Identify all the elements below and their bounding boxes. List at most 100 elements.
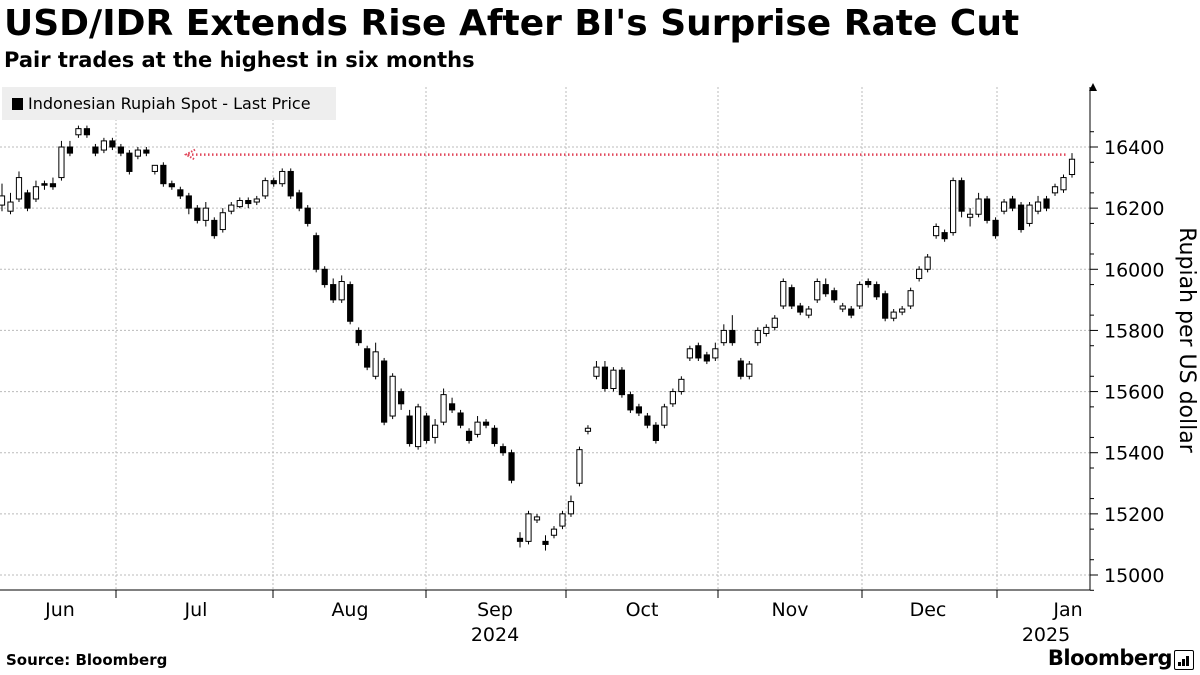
candle-down xyxy=(516,537,524,542)
candle-down xyxy=(330,284,337,301)
candle-up xyxy=(15,177,23,200)
y-tick-label: 15000 xyxy=(1104,565,1164,587)
candles xyxy=(0,125,1076,551)
candle-up xyxy=(856,284,863,307)
legend: Indonesian Rupiah Spot - Last Price xyxy=(2,87,336,120)
candle-down xyxy=(296,192,303,209)
candle-down xyxy=(177,189,184,197)
brand-logo: Bloomberg xyxy=(1047,646,1173,670)
candle-down xyxy=(983,198,991,221)
candle-up xyxy=(415,406,422,448)
candle-down xyxy=(245,200,252,205)
y-axis-label: Rupiah per US dollar xyxy=(1174,227,1199,453)
x-tick-label: Nov xyxy=(771,599,808,621)
candle-up xyxy=(533,516,541,521)
candle-up xyxy=(916,268,923,279)
chart-title: USD/IDR Extends Rise After BI's Surprise… xyxy=(4,3,1020,44)
terminal-icon xyxy=(1174,650,1194,670)
candle-up xyxy=(253,198,260,203)
candle-up xyxy=(0,195,6,206)
candle-down xyxy=(66,146,74,154)
candle-up xyxy=(474,421,481,435)
source-note: Source: Bloomberg xyxy=(6,651,168,669)
candle-down xyxy=(635,406,643,414)
candle-down xyxy=(644,415,651,426)
candle-down xyxy=(160,164,167,185)
candle-up xyxy=(525,513,532,542)
candle-down xyxy=(508,452,515,481)
candle-up xyxy=(262,180,269,197)
candle-up xyxy=(975,198,982,215)
candle-up xyxy=(58,146,65,179)
candle-up xyxy=(134,149,141,157)
candle-down xyxy=(831,290,838,301)
candle-up xyxy=(907,290,914,307)
candle-up xyxy=(7,201,14,212)
x-tick-label: Jul xyxy=(184,599,208,621)
candle-up xyxy=(440,394,447,423)
y-axis: 15000 15200 15400 15600 15800 16000 16200 16400 xyxy=(1089,83,1164,591)
candle-up xyxy=(202,207,209,221)
candle-down xyxy=(304,207,311,224)
candle-up xyxy=(966,213,974,218)
candle-down xyxy=(109,140,116,148)
candle-up xyxy=(559,513,566,527)
candle-up xyxy=(712,348,719,359)
candle-up xyxy=(686,348,693,359)
candle-up xyxy=(100,140,108,151)
y-tick-label: 16000 xyxy=(1104,259,1164,281)
candle-up xyxy=(550,528,558,536)
candle-down xyxy=(398,391,405,405)
y-tick-label: 16200 xyxy=(1104,198,1164,220)
candle-down xyxy=(406,415,413,445)
candle-down xyxy=(270,180,277,185)
candle-up xyxy=(899,308,906,313)
candle-up xyxy=(338,281,345,301)
candle-down xyxy=(381,360,388,423)
candle-down xyxy=(695,345,702,359)
candle-up xyxy=(151,164,158,172)
candle-up xyxy=(805,308,812,316)
x-tick-label: Oct xyxy=(626,599,659,621)
candle-up xyxy=(219,212,226,231)
candle-up xyxy=(32,186,40,200)
candle-down xyxy=(822,284,829,295)
candle-down xyxy=(117,146,124,154)
legend-swatch xyxy=(12,97,23,110)
candle-down xyxy=(499,446,507,454)
candle-up xyxy=(720,329,727,344)
y-tick-label: 15600 xyxy=(1104,382,1164,404)
candle-down xyxy=(168,183,175,188)
candle-up xyxy=(669,391,676,405)
chart-subtitle: Pair trades at the highest in six months xyxy=(4,48,475,72)
candle-down xyxy=(873,284,880,298)
candle-up xyxy=(228,204,235,212)
candle-down xyxy=(287,170,294,197)
candle-up xyxy=(567,501,575,515)
candle-down xyxy=(185,195,192,209)
candle-up xyxy=(593,366,600,377)
candle-down xyxy=(941,232,948,240)
candle-down xyxy=(49,183,57,188)
candle-down xyxy=(992,219,999,237)
candle-up xyxy=(576,449,583,484)
candle-up xyxy=(924,256,931,270)
candle-down xyxy=(465,430,473,441)
candle-down xyxy=(364,348,371,368)
candle-down xyxy=(194,207,201,221)
candle-up xyxy=(584,427,592,432)
candle-down xyxy=(491,427,498,445)
candle-up xyxy=(279,170,286,185)
y-tick-label: 15400 xyxy=(1104,443,1164,465)
x-tick-label: Jan xyxy=(1052,599,1082,621)
candle-up xyxy=(1068,158,1076,176)
year-label: 2025 xyxy=(1022,624,1070,646)
candle-up xyxy=(661,406,668,426)
candle-up xyxy=(1034,201,1042,212)
reference-line xyxy=(183,148,1068,161)
legend-label: Indonesian Rupiah Spot - Last Price xyxy=(28,94,311,113)
candle-up xyxy=(75,128,82,136)
candle-up xyxy=(763,326,770,334)
candle-up xyxy=(678,378,685,393)
